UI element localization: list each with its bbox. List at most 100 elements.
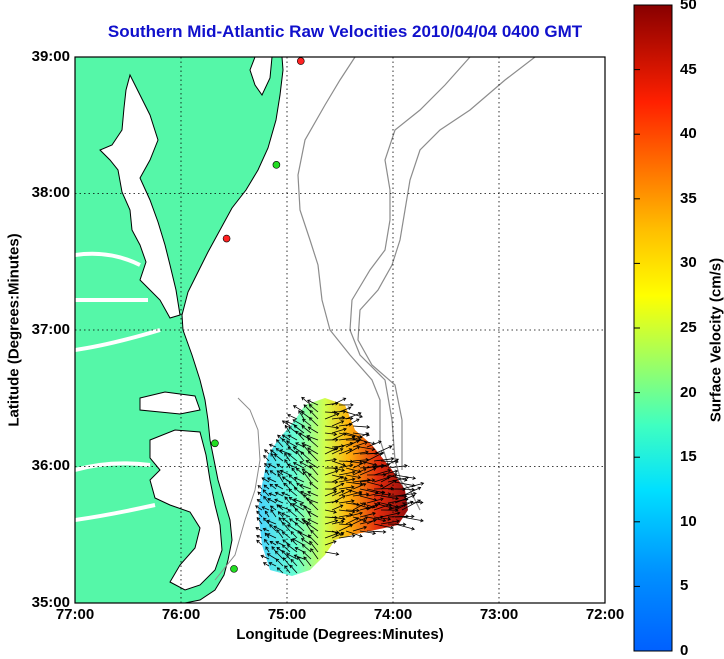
velocity-arrowhead: [349, 523, 354, 528]
velocity-arrowhead: [297, 530, 301, 534]
velocity-arrow: [302, 418, 312, 427]
colorbar-tick: 30: [680, 254, 697, 271]
velocity-arrow: [366, 441, 382, 448]
velocity-arrow: [387, 498, 408, 504]
velocity-arrowhead: [288, 474, 293, 478]
velocity-arrow: [281, 512, 291, 518]
velocity-arrowhead: [307, 450, 312, 455]
velocity-arrowhead: [255, 505, 259, 509]
velocity-arrowhead: [362, 502, 367, 506]
velocity-arrow: [295, 430, 305, 441]
velocity-arrow: [401, 516, 424, 522]
velocity-arrow: [263, 528, 270, 532]
velocity-arrow: [302, 544, 312, 553]
velocity-arrowhead: [388, 505, 393, 510]
velocity-arrow: [267, 553, 277, 560]
velocity-arrowhead: [334, 532, 339, 536]
velocity-arrowhead: [288, 496, 293, 501]
map-title: Southern Mid-Atlantic Raw Velocities 201…: [107, 22, 583, 41]
velocity-arrowhead: [343, 476, 348, 481]
isobath-coastal: [214, 397, 261, 581]
velocity-arrow: [366, 502, 381, 511]
velocity-arrowhead: [349, 416, 354, 421]
velocity-arrow: [255, 527, 263, 532]
velocity-arrowhead: [287, 414, 291, 418]
y-axis-label: Latitude (Degrees:Minutes): [5, 233, 23, 427]
velocity-arrowhead: [310, 529, 314, 534]
velocity-arrowhead: [372, 518, 377, 523]
velocity-arrowhead: [350, 485, 355, 490]
velocity-arrowhead: [388, 503, 392, 507]
velocity-arrow: [352, 516, 367, 522]
velocity-arrow: [331, 420, 344, 427]
velocity-arrowhead: [269, 541, 274, 545]
station-marker: [296, 57, 305, 65]
velocity-arrowhead: [356, 508, 360, 513]
velocity-arrow: [299, 461, 312, 469]
velocity-arrowhead: [340, 489, 345, 494]
velocity-arrowhead: [342, 409, 347, 414]
velocity-arrowhead: [387, 492, 392, 497]
velocity-arrowhead: [350, 402, 354, 407]
station-marker: [230, 565, 238, 573]
velocity-arrow: [380, 495, 399, 500]
velocity-arrow: [380, 520, 400, 525]
velocity-arrow: [352, 432, 370, 436]
velocity-arrowhead: [283, 482, 287, 487]
velocity-arrow: [276, 529, 284, 539]
velocity-arrow: [338, 418, 353, 420]
velocity-arrowhead: [276, 547, 281, 551]
velocity-arrow: [373, 488, 394, 490]
velocity-arrowhead: [288, 426, 292, 430]
velocity-arrow: [284, 496, 291, 504]
lat-tick: 39:00: [31, 48, 70, 65]
isobath-deep: [357, 57, 536, 470]
colorbar-tick: 20: [680, 384, 697, 401]
velocity-arrow: [282, 517, 291, 525]
velocity-arrow: [338, 486, 354, 490]
velocity-arrowhead: [282, 557, 287, 561]
lon-tick: 74:00: [373, 606, 413, 623]
velocity-arrowhead: [395, 504, 400, 509]
velocity-arrowhead: [281, 517, 286, 522]
velocity-arrow: [394, 516, 414, 518]
velocity-arrow: [288, 453, 298, 462]
velocity-arrow: [286, 553, 298, 560]
velocity-arrowhead: [342, 397, 347, 402]
velocity-arrowhead: [282, 522, 286, 526]
plot-frame: [74, 56, 606, 604]
velocity-arrow: [352, 516, 368, 525]
velocity-arrow: [295, 450, 305, 462]
velocity-arrowhead: [339, 448, 344, 452]
velocity-arrow: [284, 565, 291, 574]
velocity-arrowhead: [270, 452, 274, 457]
velocity-arrow: [292, 503, 305, 511]
velocity-arrowhead: [276, 470, 281, 474]
velocity-arrowhead: [288, 480, 292, 485]
velocity-arrow: [294, 477, 305, 483]
velocity-arrowhead: [309, 500, 313, 505]
velocity-arrow: [293, 498, 305, 504]
velocity-arrow: [352, 526, 367, 532]
velocity-arrowhead: [382, 518, 387, 523]
velocity-arrowhead: [289, 518, 293, 522]
velocity-arrow: [352, 441, 368, 448]
velocity-arrowhead: [276, 463, 281, 468]
velocity-arrowhead: [281, 544, 286, 549]
velocity-arrow: [345, 488, 362, 495]
velocity-arrow: [331, 416, 345, 420]
isobath-mid: [349, 57, 471, 496]
velocity-arrowhead: [372, 467, 377, 471]
velocity-arrow: [345, 517, 359, 525]
velocity-arrowhead: [393, 479, 398, 484]
velocity-arrow: [282, 544, 291, 553]
velocity-arrowhead: [276, 529, 280, 533]
velocity-arrow: [275, 550, 284, 560]
velocity-arrowhead: [307, 518, 312, 522]
velocity-arrow: [331, 432, 347, 441]
velocity-arrowhead: [300, 411, 305, 415]
velocity-arrowhead: [270, 508, 274, 513]
velocity-arrow: [380, 470, 398, 476]
velocity-arrow: [306, 498, 319, 504]
velocity-arrowhead: [364, 516, 369, 520]
